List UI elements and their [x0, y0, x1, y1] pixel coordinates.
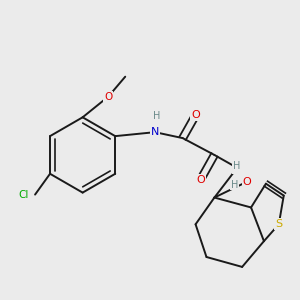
Text: O: O — [196, 175, 205, 185]
Text: N: N — [233, 163, 242, 173]
Text: H: H — [233, 161, 241, 171]
Text: H: H — [230, 180, 238, 190]
Text: Cl: Cl — [18, 190, 28, 200]
Text: S: S — [275, 219, 282, 229]
Text: N: N — [151, 127, 159, 137]
Text: O: O — [243, 177, 251, 187]
Text: H: H — [153, 111, 161, 121]
Text: O: O — [191, 110, 200, 120]
Text: O: O — [104, 92, 112, 101]
